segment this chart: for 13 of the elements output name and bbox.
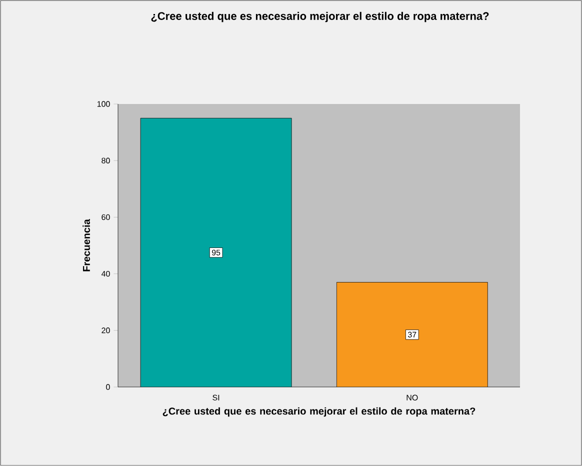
chart-title: ¿Cree usted que es necesario mejorar el estilo de ropa materna? — [151, 12, 489, 22]
y-tick-label: 60 — [102, 214, 110, 220]
x-tick-label: SI — [212, 394, 220, 400]
y-tick-label: 80 — [102, 158, 110, 164]
y-tick-label: 20 — [102, 328, 110, 334]
data-label: 95 — [212, 250, 220, 256]
y-axis-title: Frecuencia — [82, 219, 90, 272]
x-tick-label: NO — [406, 394, 418, 400]
y-tick-label: 100 — [97, 101, 110, 107]
y-tick-label: 40 — [101, 270, 110, 277]
x-axis-title: ¿Cree usted que es necesario mejorar el estilo de ropa materna? — [162, 407, 476, 417]
y-tick-label: 0 — [106, 384, 110, 390]
data-label: 37 — [408, 332, 416, 338]
